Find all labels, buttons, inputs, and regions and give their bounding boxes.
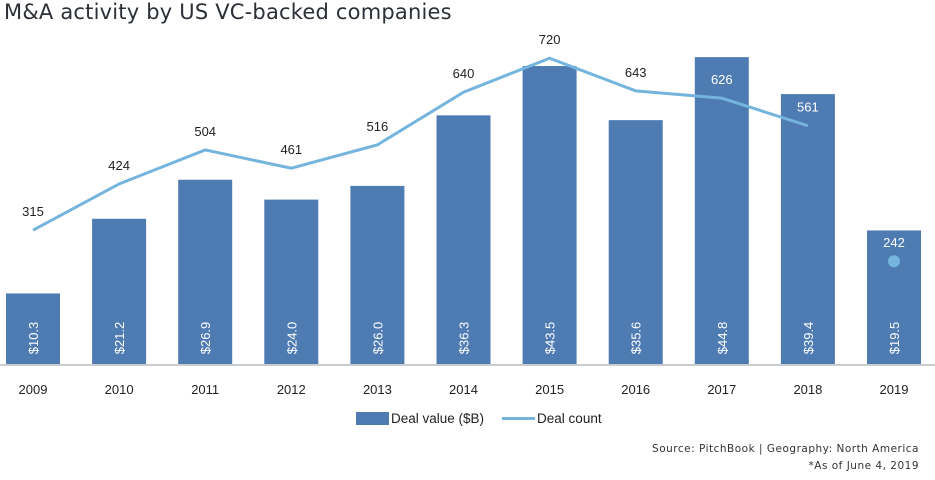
- x-tick-label: 2011: [191, 382, 219, 397]
- bar-value-label: $44.8: [715, 322, 730, 355]
- bar-value-label: $35.6: [629, 322, 644, 355]
- bar-2019: [867, 230, 921, 364]
- deal-count-label: 315: [22, 204, 44, 219]
- x-tick-label: 2014: [449, 382, 478, 397]
- deal-count-label: 561: [797, 100, 819, 115]
- bar-value-label: $24.0: [284, 322, 299, 355]
- x-tick-label: 2009: [19, 382, 48, 397]
- bar-2009: [6, 293, 60, 364]
- source-note: Source: PitchBook | Geography: North Ame…: [652, 441, 919, 475]
- bar-2012: [264, 199, 319, 364]
- bar-value-label: $39.4: [801, 322, 816, 355]
- bar-2018: [780, 94, 835, 365]
- source-text: Source: PitchBook | Geography: North Ame…: [652, 443, 919, 455]
- chart-plot: $10.3 2009 $21.2 2010 $26.9 2011 $24.0 2012 $26.…: [0, 32, 935, 397]
- bar-2014: [436, 115, 491, 364]
- bar-value-label: $19.5: [887, 322, 902, 355]
- deal-count-label: 643: [625, 65, 647, 80]
- bar-2011: [178, 179, 233, 364]
- chart-title: M&A activity by US VC-backed companies: [4, 0, 452, 24]
- bar-value-label: $26.9: [198, 322, 213, 355]
- bar-value-label: $10.3: [26, 322, 41, 355]
- deal-count-label: 424: [108, 158, 130, 173]
- x-tick-label: 2010: [105, 382, 134, 397]
- deal-count-label: 516: [367, 119, 389, 134]
- deal-count-label: 242: [883, 235, 905, 250]
- bar-value-label: $36.3: [457, 322, 472, 355]
- bar-2013: [350, 185, 405, 364]
- deal-count-label: 720: [539, 32, 561, 47]
- bar-2017: [694, 57, 749, 365]
- legend-line-label: Deal count: [537, 411, 602, 426]
- deal-count-point-2019: [888, 255, 900, 268]
- x-tick-label: 2017: [707, 382, 736, 397]
- x-tick-label: 2016: [621, 382, 650, 397]
- bar-value-label: $26.0: [370, 322, 385, 355]
- bar-value-label: $43.5: [543, 322, 558, 355]
- x-tick-label: 2013: [363, 382, 392, 397]
- deal-count-label: 461: [280, 142, 302, 157]
- legend: Deal value ($B) Deal count: [356, 411, 602, 426]
- deal-count-label: 626: [711, 72, 733, 87]
- legend-bar-label: Deal value ($B): [391, 411, 485, 426]
- deal-count-label: 640: [453, 66, 475, 81]
- legend-bar-swatch: [356, 412, 389, 425]
- deal-count-label: 504: [194, 124, 216, 139]
- x-tick-label: 2018: [793, 382, 822, 397]
- x-tick-label: 2012: [277, 382, 306, 397]
- x-tick-label: 2015: [535, 382, 564, 397]
- bar-2015: [522, 66, 577, 365]
- x-tick-label: 2019: [880, 382, 909, 397]
- legend-line-swatch: [502, 417, 536, 420]
- bar-2016: [608, 120, 663, 364]
- deal-count-line: [32, 56, 809, 232]
- bar-value-label: $21.2: [112, 322, 127, 355]
- bar-2010: [92, 218, 147, 364]
- footnote-text: *As of June 4, 2019: [808, 460, 919, 472]
